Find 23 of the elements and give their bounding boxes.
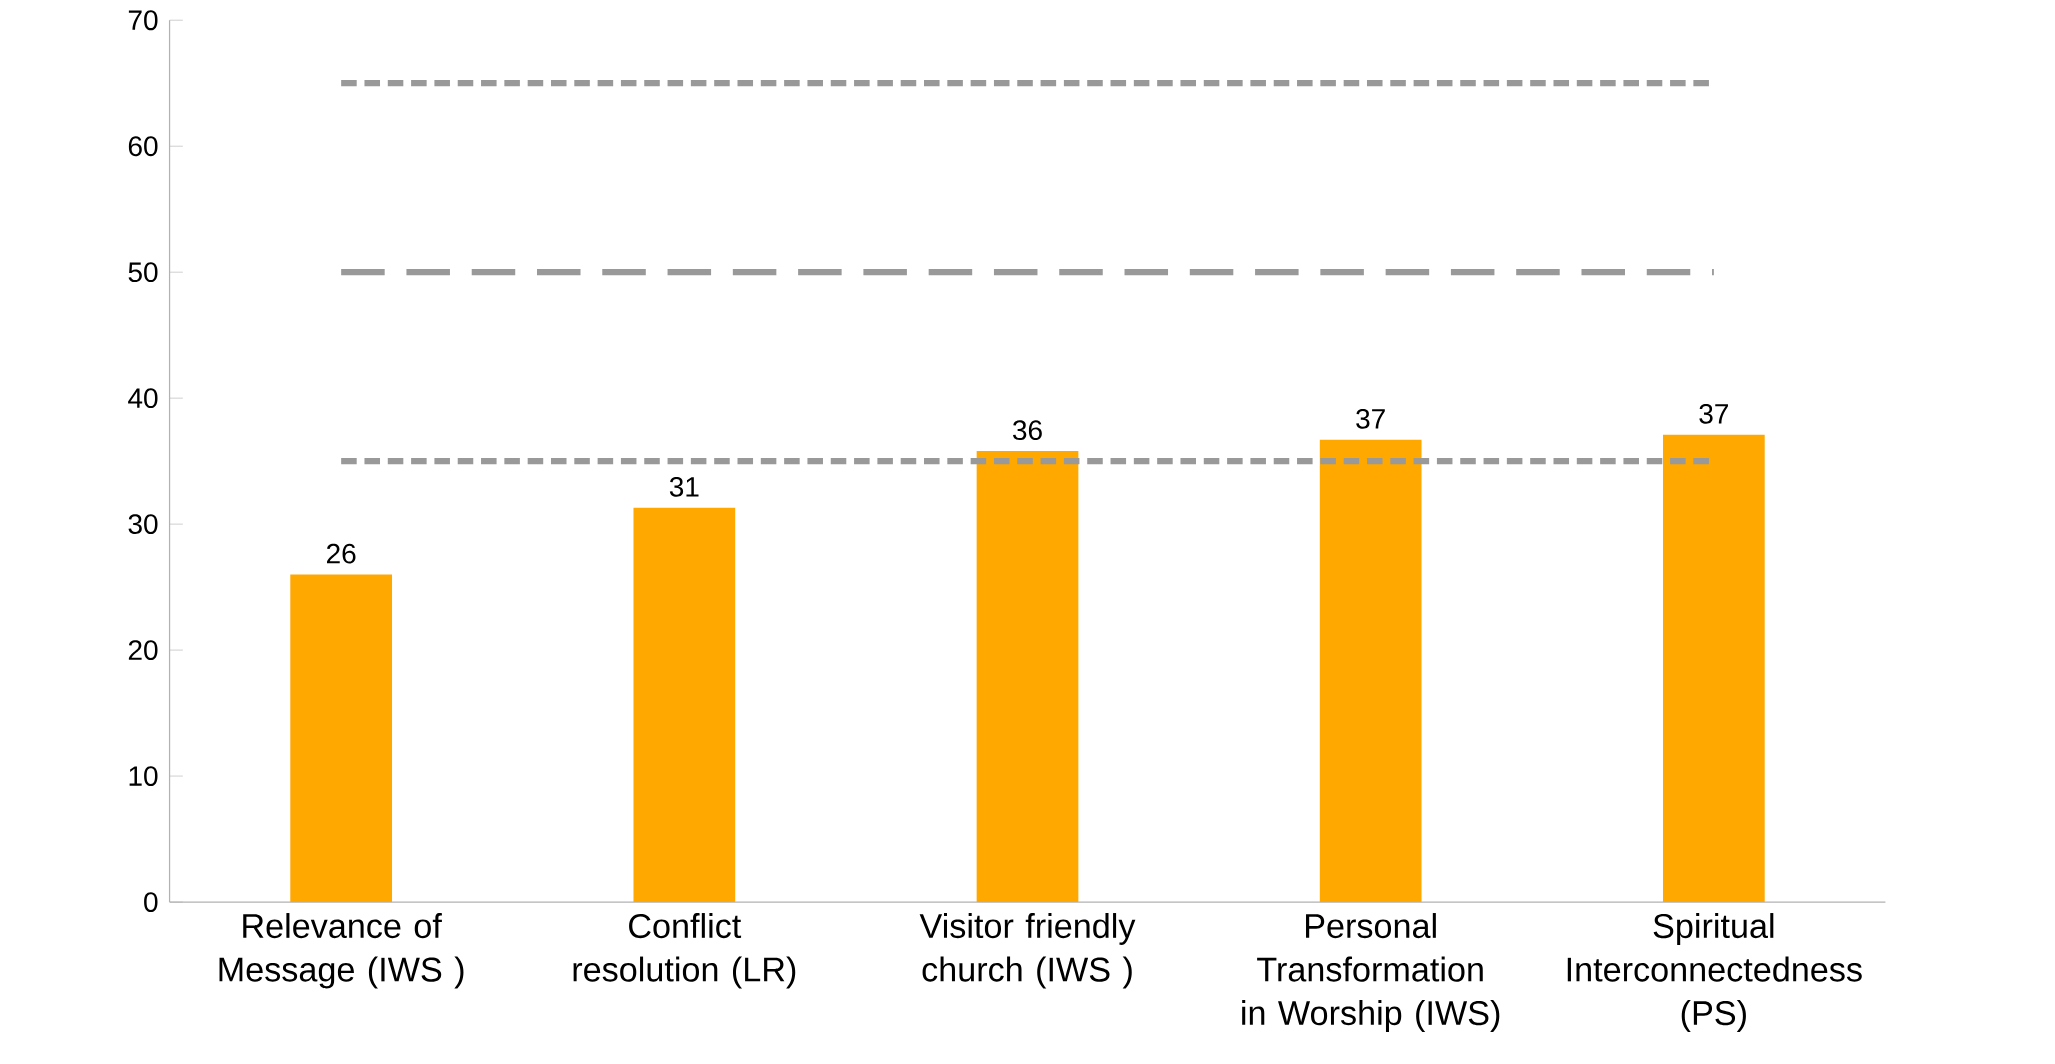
y-tick-label: 30 [128,514,158,535]
y-tick-label: 20 [128,640,158,661]
y-tick-label: 40 [128,388,158,409]
data-label: 37 [1356,409,1385,429]
x-tick-label: Conflict resolution (LR) [573,913,796,989]
x-tick-label: Personal Transformation in Worship (IWS) [1242,913,1500,1033]
data-label: 31 [669,477,699,497]
bar [290,574,393,903]
y-tick-label: 70 [128,10,158,31]
bar [1662,434,1765,903]
bar [633,507,736,903]
data-label: 37 [1699,404,1728,424]
x-tick-label: Relevance of Message (IWS ) [219,913,464,989]
y-tick-label: 50 [128,262,158,283]
bar [976,451,1079,903]
x-tick-label: Spiritual Interconnectedness (PS) [1567,913,1862,1033]
y-tick-label: 10 [129,766,158,787]
data-label: 26 [327,543,356,564]
bar [1319,439,1422,903]
x-tick-label: Visitor friendly church (IWS ) [919,913,1136,989]
y-tick-label: 60 [128,136,158,157]
data-label: 36 [1013,420,1042,441]
y-tick-label: 0 [144,892,158,913]
